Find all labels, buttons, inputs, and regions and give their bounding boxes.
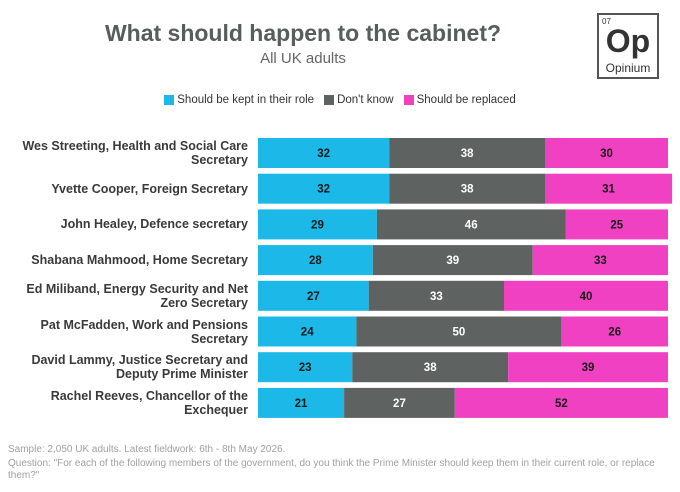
bar-segment [258, 387, 345, 418]
value-label: 38 [461, 148, 474, 160]
legend-swatch [324, 95, 335, 105]
legend-label: Should be kept in their role [177, 94, 315, 106]
bar-segment [565, 209, 668, 240]
category-label: Pat McFadden, Work and Pensions Secretar… [40, 317, 248, 346]
footnote: Question: "For each of the following mem… [8, 458, 655, 481]
legend-item: Should be kept in their role [164, 94, 314, 106]
bar-segment [258, 245, 373, 276]
value-label: 29 [311, 219, 324, 231]
category-label: David Lammy, Justice Secretary and Deput… [31, 353, 248, 382]
chart-subtitle: All UK adults [260, 50, 346, 67]
value-label: 52 [555, 398, 568, 410]
bar-segment [561, 316, 668, 347]
legend-swatch [403, 95, 414, 105]
bar-segment [504, 280, 668, 311]
bar-segment [389, 173, 545, 204]
legend-item: Should be replaced [403, 94, 516, 106]
bar-segment [356, 316, 562, 347]
logo-symbol: Op [605, 23, 651, 59]
bar-segment [258, 209, 377, 240]
value-label: 38 [461, 184, 474, 196]
legend-label: Should be replaced [416, 94, 516, 106]
category-label: John Healey, Defence secretary [60, 217, 248, 232]
value-label: 46 [465, 219, 478, 231]
legend-item: Don't know [324, 94, 394, 106]
value-label: 39 [446, 255, 459, 267]
logo-name: Opinium [605, 61, 651, 75]
value-label: 31 [602, 184, 615, 196]
value-label: 27 [393, 398, 406, 410]
bar-segment [389, 138, 545, 168]
bar-segment [454, 387, 668, 418]
value-label: 26 [608, 327, 621, 339]
bar-segment [258, 316, 357, 347]
value-label: 21 [295, 398, 308, 410]
category-label: Wes Streeting, Health and Social Care Se… [22, 139, 248, 167]
value-label: 33 [430, 291, 443, 303]
bar-segment [545, 173, 673, 204]
legend-label: Don't know [337, 94, 394, 106]
category-label: Yvette Cooper, Foreign Secretary [51, 181, 248, 196]
legend: Should be kept in their role Don't know Sh… [0, 94, 680, 106]
value-label: 32 [317, 184, 330, 196]
value-label: 33 [594, 255, 607, 267]
footnote: Sample: 2,050 UK adults. Latest fieldwor… [8, 444, 286, 455]
category-label: Shabana Mahmood, Home Secretary [31, 253, 248, 268]
bar-segment [508, 352, 668, 383]
logo: 07 Op Opinium [597, 13, 659, 79]
bar-segment [532, 245, 668, 276]
bar-segment [368, 280, 504, 311]
logo-number: 07 [602, 17, 611, 26]
bar-segment [545, 138, 668, 168]
category-label: Ed Miliband, Energy Security and Net Zer… [26, 281, 248, 310]
value-label: 25 [610, 219, 623, 231]
value-label: 40 [580, 291, 593, 303]
value-label: 27 [307, 291, 320, 303]
legend-swatch [164, 95, 175, 105]
bar-segment [258, 352, 353, 383]
bar-segment [258, 173, 390, 204]
value-label: 50 [453, 327, 466, 339]
category-label: Rachel Reeves, Chancellor of the Exchequ… [50, 388, 248, 417]
value-label: 30 [600, 148, 613, 160]
value-label: 32 [317, 148, 330, 160]
value-label: 39 [582, 362, 595, 374]
bar-segment [258, 138, 390, 168]
chart-title: What should happen to the cabinet? [104, 20, 502, 46]
bar-segment [352, 352, 509, 383]
bar-segment [344, 387, 455, 418]
value-label: 38 [424, 362, 437, 374]
bar-segment [258, 280, 369, 311]
value-label: 28 [309, 255, 322, 267]
value-label: 23 [299, 362, 312, 374]
value-label: 24 [301, 327, 314, 339]
bar-segment [376, 209, 566, 240]
bar-segment [372, 245, 533, 276]
